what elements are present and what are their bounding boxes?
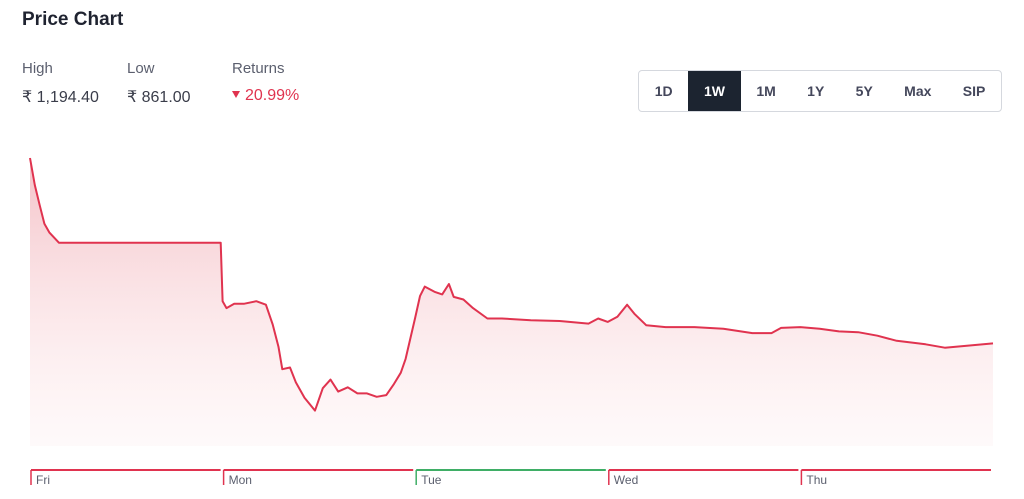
range-button-1d[interactable]: 1D bbox=[654, 83, 673, 99]
down-triangle-icon bbox=[232, 91, 240, 98]
day-label: Fri bbox=[36, 473, 50, 487]
day-segment-fri: Fri bbox=[30, 469, 221, 487]
stat-low-value: ₹ 861.00 bbox=[127, 89, 191, 106]
price-chart: Fri Mon Tue Wed Thu bbox=[29, 157, 994, 487]
stat-high-value: ₹ 1,194.40 bbox=[22, 89, 99, 106]
range-selector: 1D 1W 1M 1Y 5Y Max SIP bbox=[638, 70, 1002, 112]
range-button-5y[interactable]: 5Y bbox=[855, 83, 873, 99]
stat-low-label: Low bbox=[127, 60, 155, 77]
stat-returns-label: Returns bbox=[232, 60, 285, 77]
stat-returns: Returns 20.99% bbox=[232, 60, 299, 105]
stat-high-label: High bbox=[22, 60, 53, 77]
day-label: Tue bbox=[421, 473, 442, 487]
stat-returns-value: 20.99% bbox=[245, 87, 300, 104]
day-label: Wed bbox=[614, 473, 638, 487]
day-label: Thu bbox=[806, 473, 827, 487]
page-title: Price Chart bbox=[22, 9, 124, 30]
range-button-sip[interactable]: SIP bbox=[962, 83, 986, 99]
day-label: Mon bbox=[229, 473, 252, 487]
price-line bbox=[29, 157, 994, 412]
range-button-1m[interactable]: 1M bbox=[756, 83, 776, 99]
price-area bbox=[30, 158, 993, 446]
day-segment-mon: Mon bbox=[222, 469, 414, 487]
day-segment-wed: Wed bbox=[608, 469, 799, 487]
range-button-max[interactable]: Max bbox=[904, 83, 932, 99]
range-button-1w[interactable]: 1W bbox=[688, 71, 741, 111]
stat-low: Low ₹ 861.00 bbox=[127, 60, 191, 107]
range-button-1y[interactable]: 1Y bbox=[807, 83, 825, 99]
day-segment-thu: Thu bbox=[800, 469, 991, 487]
stat-high: High ₹ 1,194.40 bbox=[22, 60, 99, 107]
day-segment-tue: Tue bbox=[415, 469, 606, 487]
stat-returns-value-wrap: 20.99% bbox=[232, 87, 299, 105]
